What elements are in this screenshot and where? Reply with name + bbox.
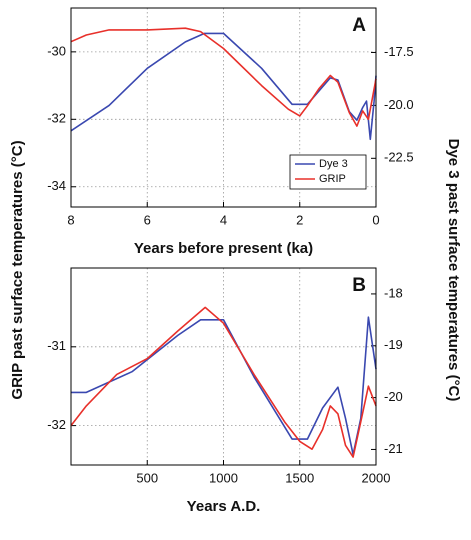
y2-tick-label: -22.5	[384, 150, 414, 165]
y-tick-label: -32	[47, 111, 66, 126]
x-axis-title: Years A.D.	[187, 498, 261, 515]
series-line	[71, 316, 377, 456]
panel-label: A	[352, 15, 366, 36]
plot-frame	[70, 267, 377, 466]
y2-tick-label: -19	[384, 337, 403, 352]
y2-tick-label: -20.0	[384, 97, 414, 112]
legend-label: GRIP	[319, 173, 346, 185]
legend-box	[289, 154, 367, 190]
series-line	[70, 32, 377, 141]
x-tick-label: 2000	[362, 470, 391, 485]
y-tick-label: -34	[47, 178, 66, 193]
plot-frame	[70, 7, 377, 208]
y-tick-label: -32	[47, 417, 66, 432]
y2-tick-label: -21	[384, 441, 403, 456]
x-tick-label: 8	[67, 212, 74, 227]
x-tick-label: 1500	[285, 470, 314, 485]
x-tick-label: 1000	[209, 470, 238, 485]
legend-label: Dye 3	[319, 158, 348, 170]
x-tick-label: 6	[144, 212, 151, 227]
y2-tick-label: -20	[384, 389, 403, 404]
series-line	[70, 306, 377, 458]
y2-tick-label: -17.5	[384, 44, 414, 59]
x-tick-label: 500	[136, 470, 158, 485]
x-axis-title: Years before present (ka)	[134, 240, 313, 257]
panel-label: B	[352, 275, 366, 296]
y-axis-title: GRIP past surface temperatures (°C)	[9, 140, 26, 399]
x-tick-label: 2	[296, 212, 303, 227]
y-tick-label: -31	[47, 338, 66, 353]
y2-tick-label: -18	[384, 285, 403, 300]
series-line	[70, 27, 377, 127]
y2-axis-title: Dye 3 past surface temperatures (°C)	[445, 139, 462, 402]
x-tick-label: 4	[220, 212, 227, 227]
x-tick-label: 0	[372, 212, 379, 227]
y-tick-label: -30	[47, 43, 66, 58]
